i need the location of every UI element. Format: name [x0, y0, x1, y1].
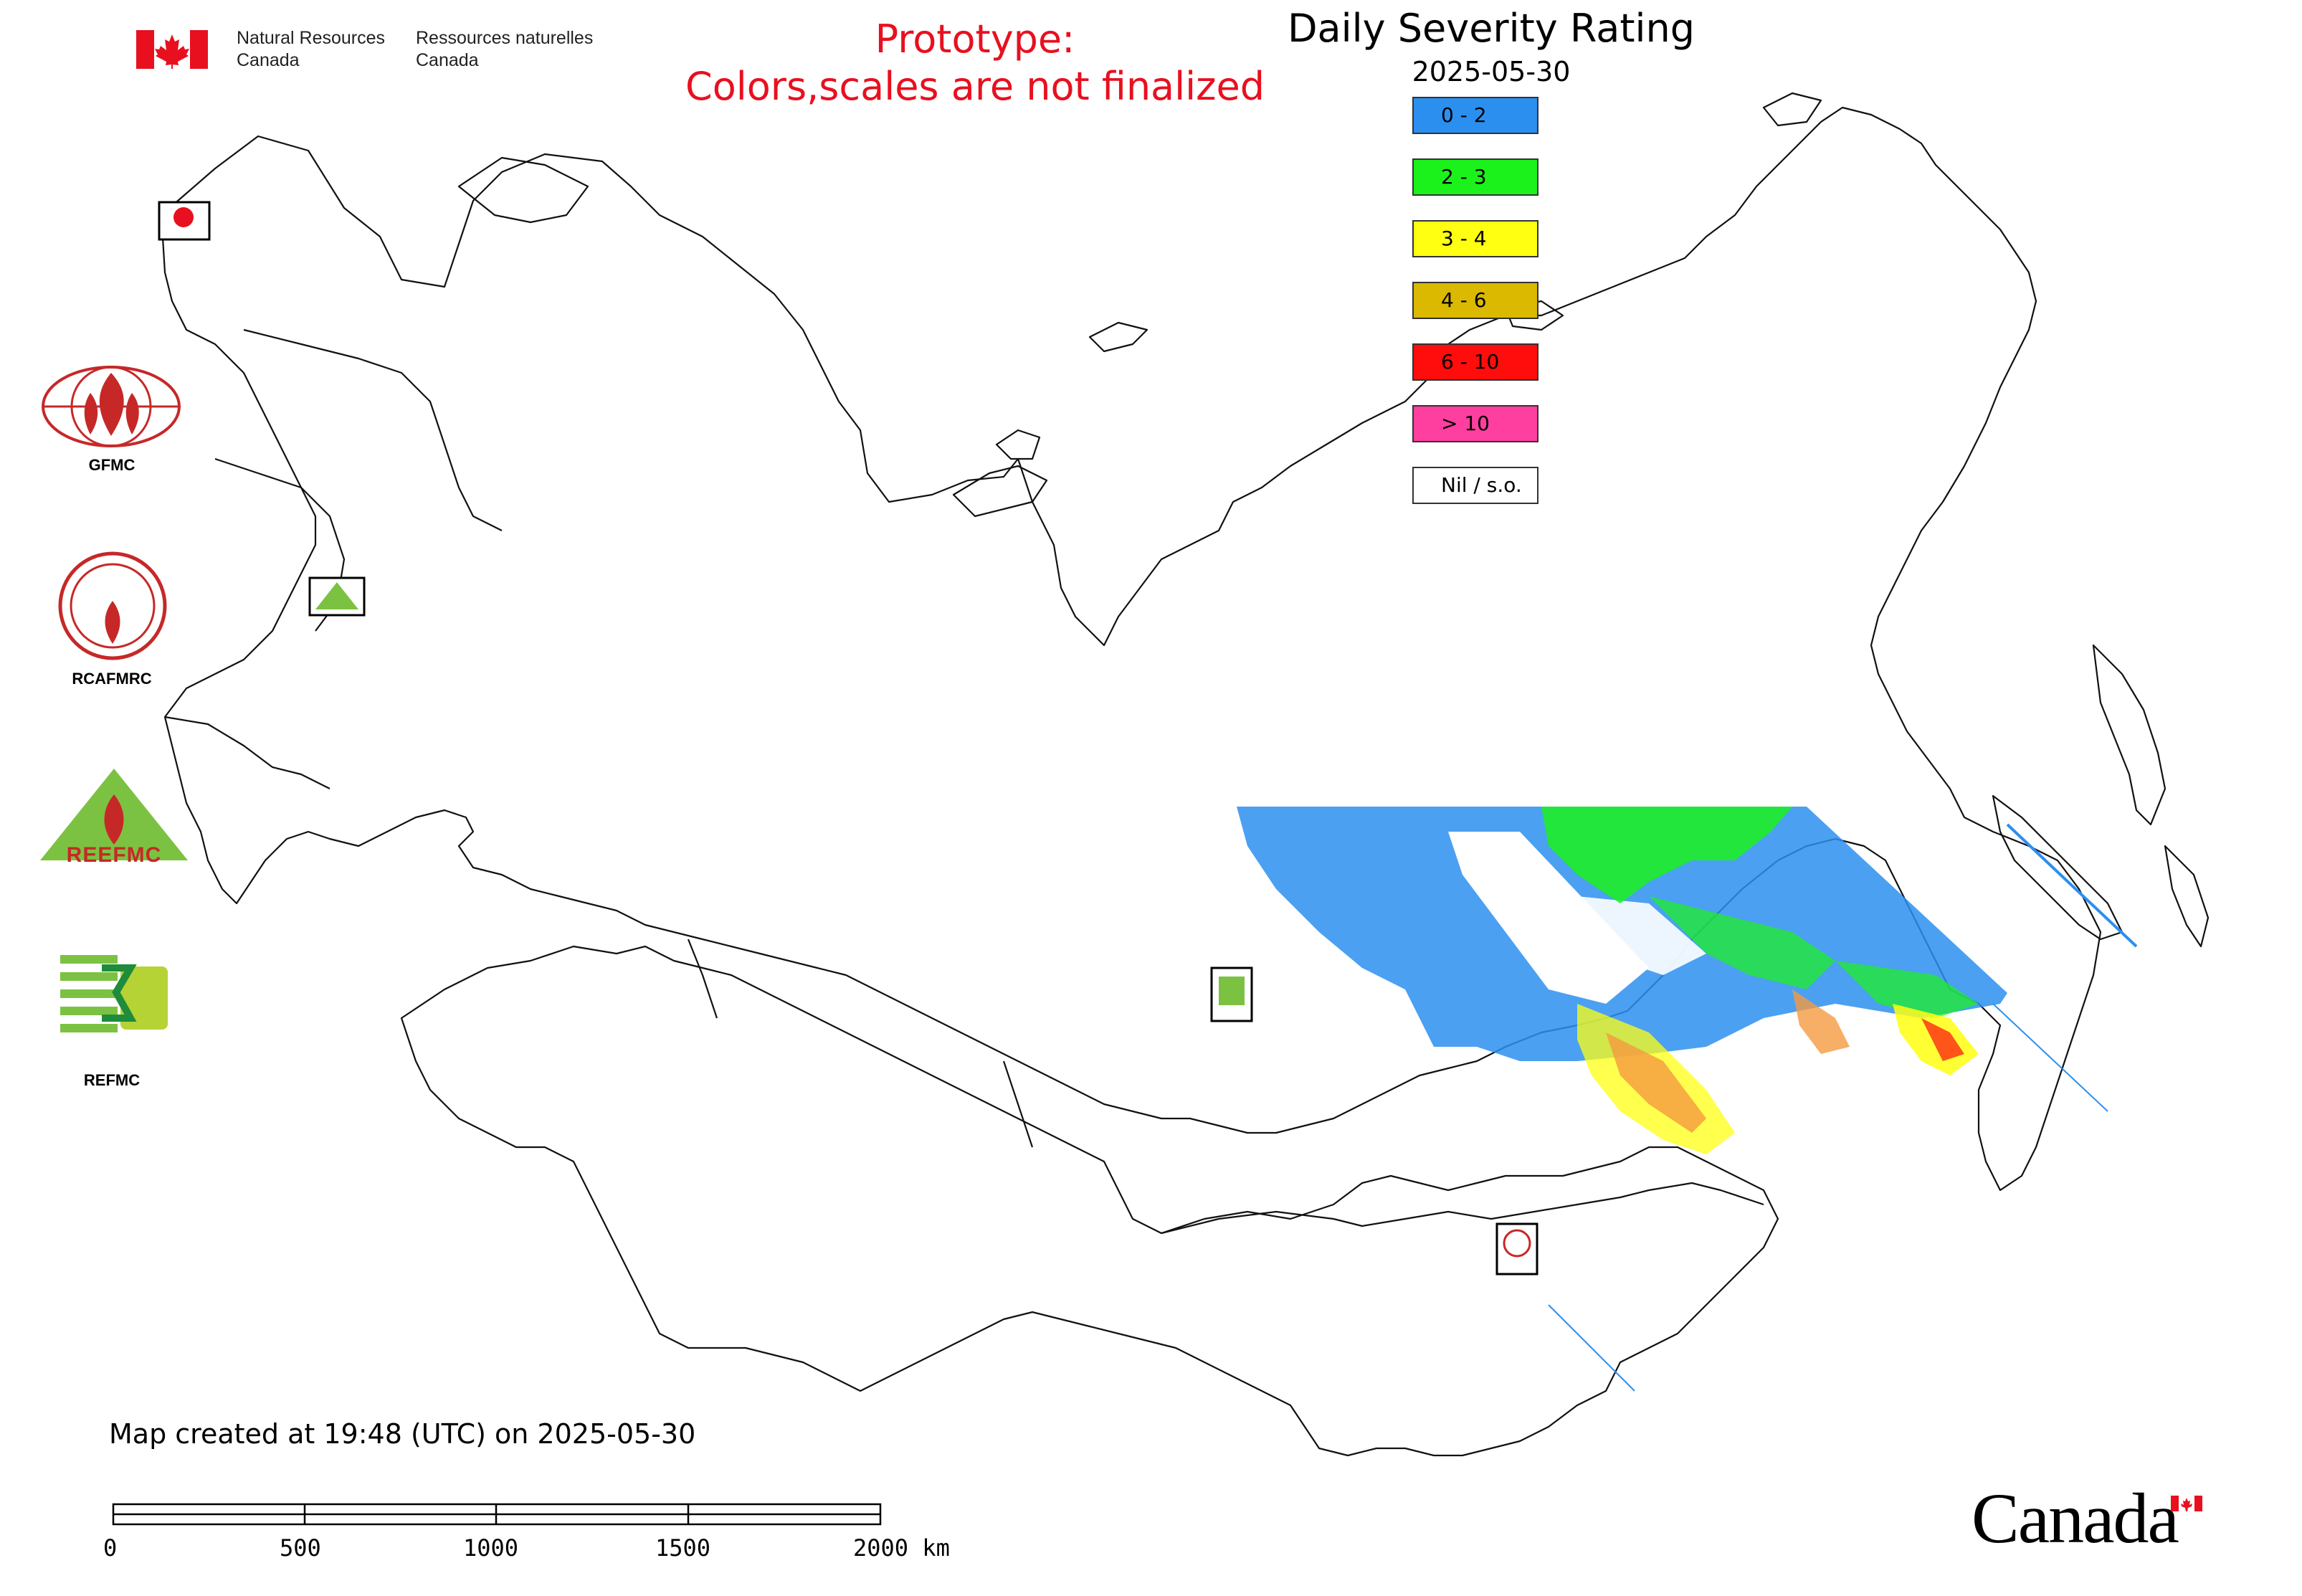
legend-item: 2 - 3 [1412, 158, 1538, 196]
legend-item: > 10 [1412, 405, 1538, 442]
scale-bar [112, 1503, 882, 1526]
legend-item: 0 - 2 [1412, 97, 1538, 134]
agency-name-english: Natural Resources Canada [237, 28, 386, 70]
legend-label: 2 - 3 [1441, 165, 1487, 189]
reefmc-logo-icon [40, 769, 188, 860]
legend-label: 4 - 6 [1441, 288, 1487, 312]
coastline [160, 92, 2210, 1457]
map-markers [158, 201, 1538, 1276]
scale-tick-label: 500 [280, 1534, 321, 1562]
prototype-notice: Prototype: Colors,scales are not finaliz… [685, 16, 1265, 109]
canada-wordmark: Canada [1972, 1478, 2179, 1558]
scale-tick-label: 2000 km [853, 1534, 950, 1562]
scale-tick-label: 1000 [463, 1534, 519, 1562]
legend-item: 6 - 10 [1412, 343, 1538, 381]
scale-tick-label: 1500 [655, 1534, 711, 1562]
legend-label: 6 - 10 [1441, 350, 1500, 374]
legend-item: Nil / s.o. [1412, 467, 1538, 504]
gfmc-label: GFMC [88, 456, 135, 474]
rcafmrc-logo-icon [58, 551, 167, 660]
gfmc-logo-icon [42, 366, 181, 447]
legend-item: 3 - 4 [1412, 220, 1538, 257]
severity-overlay [1237, 807, 2138, 1392]
scale-tick-label: 0 [103, 1534, 118, 1562]
map-created-note: Map created at 19:48 (UTC) on 2025-05-30 [109, 1418, 696, 1450]
legend-item: 4 - 6 [1412, 282, 1538, 319]
canada-wordmark-flag-icon [2171, 1496, 2202, 1511]
refmc-logo-icon [60, 948, 168, 1037]
canada-flag-icon [136, 30, 208, 69]
legend-label: 0 - 2 [1441, 103, 1487, 127]
map-title: Daily Severity Rating [1287, 6, 1695, 51]
map-date: 2025-05-30 [1412, 56, 1571, 87]
agency-name-french: Ressources naturelles Canada [416, 28, 594, 70]
reefmc-logo-text: REEFMC [66, 843, 162, 867]
refmc-label: REFMC [83, 1071, 141, 1089]
rcafmrc-label: RCAFMRC [72, 670, 152, 688]
legend-label: 3 - 4 [1441, 227, 1487, 250]
legend-label: > 10 [1441, 412, 1490, 435]
legend-label: Nil / s.o. [1441, 473, 1522, 497]
